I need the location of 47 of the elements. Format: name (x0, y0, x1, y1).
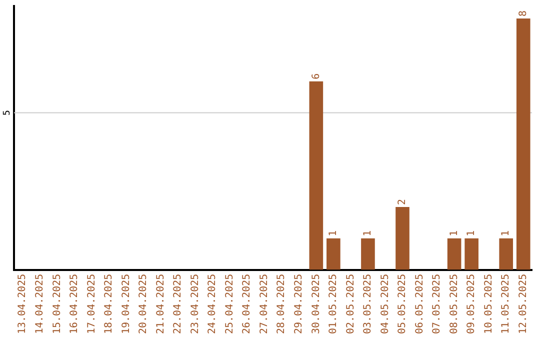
data-label: 2 (397, 198, 408, 205)
x-tick-label: 11.05.2025 (500, 274, 512, 334)
x-tick-label: 07.05.2025 (432, 274, 443, 334)
x-tick-label: 14.04.2025 (34, 274, 46, 334)
x-tick-label: 27.04.2025 (258, 274, 270, 334)
x-tick-label: 20.04.2025 (138, 274, 150, 334)
data-label: 1 (500, 230, 512, 236)
x-tick-label: 28.04.2025 (276, 274, 288, 334)
ref-line-label: 5 (2, 110, 12, 116)
bar (516, 18, 530, 270)
x-tick-label: 03.05.2025 (362, 274, 374, 334)
x-tick-label: 19.04.2025 (120, 274, 132, 334)
bar (447, 238, 462, 270)
x-tick-label: 15.04.2025 (52, 274, 63, 334)
x-tick-label: 30.04.2025 (310, 274, 322, 334)
x-tick-label: 09.05.2025 (466, 274, 478, 334)
data-label: 6 (310, 73, 322, 80)
x-tick-label: 04.05.2025 (380, 274, 391, 334)
x-tick-label: 25.04.2025 (224, 274, 236, 334)
x-tick-label: 13.04.2025 (17, 274, 28, 334)
x-tick-label: 26.04.2025 (242, 274, 253, 334)
x-tick-label: 06.05.2025 (414, 274, 426, 334)
bar (464, 238, 478, 270)
x-tick-label: 17.04.2025 (86, 274, 98, 334)
x-tick-label: 01.05.2025 (328, 274, 340, 334)
bar (309, 81, 324, 270)
bar (396, 206, 410, 270)
x-tick-label: 10.05.2025 (483, 274, 494, 334)
x-tick-label: 02.05.2025 (345, 274, 356, 334)
x-tick-label: 21.04.2025 (155, 274, 166, 334)
x-tick-label: 08.05.2025 (448, 274, 460, 334)
bar (499, 238, 514, 270)
x-tick-label: 18.04.2025 (104, 274, 115, 334)
data-label: 1 (328, 230, 340, 236)
x-tick-label: 22.04.2025 (172, 274, 184, 334)
x-tick-label: 12.05.2025 (518, 274, 529, 334)
data-label: 8 (518, 10, 529, 17)
x-tick-label: 16.04.2025 (69, 274, 80, 334)
bar (326, 238, 340, 270)
bar (361, 238, 375, 270)
x-tick-label: 05.05.2025 (397, 274, 408, 334)
x-tick-label: 29.04.2025 (293, 274, 304, 334)
data-label: 1 (448, 230, 460, 236)
data-label: 1 (362, 230, 374, 236)
x-tick-label: 24.04.2025 (207, 274, 218, 334)
x-tick-label: 23.04.2025 (190, 274, 201, 334)
data-label: 1 (466, 230, 478, 236)
